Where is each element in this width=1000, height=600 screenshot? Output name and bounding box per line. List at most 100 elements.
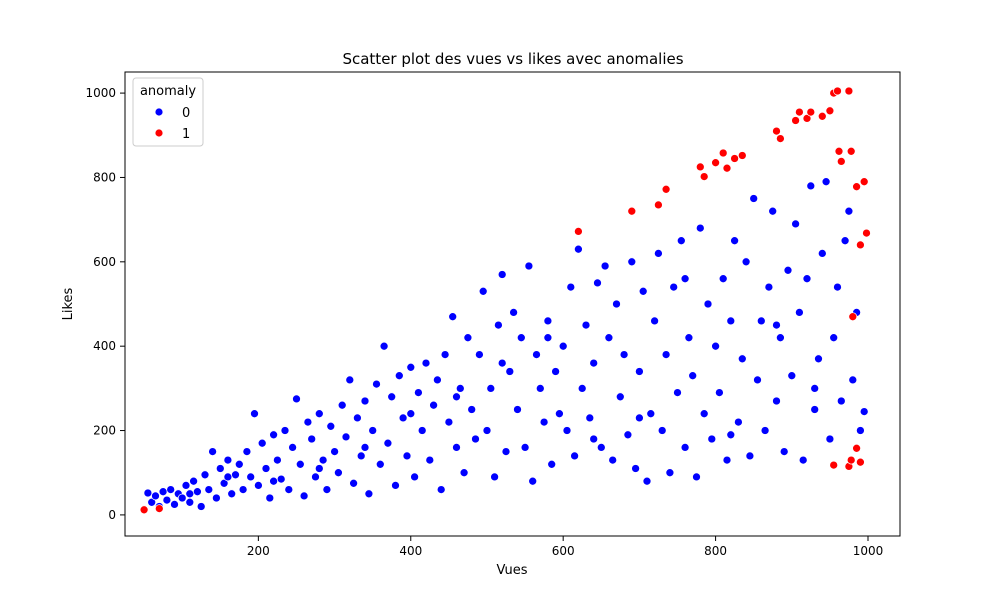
scatter-point-anomaly-0 <box>482 426 492 435</box>
scatter-point-anomaly-0 <box>749 194 759 203</box>
scatter-point-anomaly-0 <box>349 478 358 488</box>
scatter-point-anomaly-0 <box>436 485 446 494</box>
scatter-point-anomaly-0 <box>387 392 397 402</box>
scatter-point-anomaly-0 <box>334 468 343 478</box>
scatter-point-anomaly-1 <box>844 86 854 96</box>
scatter-point-anomaly-0 <box>299 491 309 501</box>
scatter-point-anomaly-0 <box>494 320 503 330</box>
scatter-point-anomaly-0 <box>497 270 507 279</box>
scatter-point-anomaly-0 <box>844 206 854 216</box>
scatter-point-anomaly-1 <box>574 227 583 236</box>
scatter-point-anomaly-0 <box>364 489 374 499</box>
scatter-point-anomaly-1 <box>627 206 637 216</box>
scatter-point-anomaly-0 <box>212 493 221 503</box>
scatter-point-anomaly-0 <box>646 409 656 419</box>
scatter-point-anomaly-0 <box>654 249 663 258</box>
scatter-point-anomaly-1 <box>856 457 865 467</box>
scatter-point-anomaly-0 <box>684 333 694 343</box>
scatter-point-anomaly-0 <box>414 388 423 397</box>
scatter-point-anomaly-0 <box>326 421 336 431</box>
scatter-point-anomaly-0 <box>257 438 267 448</box>
scatter-point-anomaly-0 <box>490 472 499 482</box>
scatter-point-anomaly-0 <box>269 430 278 440</box>
scatter-point-anomaly-0 <box>234 459 244 469</box>
scatter-point-anomaly-0 <box>810 384 820 393</box>
scatter-point-anomaly-1 <box>661 184 671 194</box>
scatter-point-anomaly-0 <box>261 464 271 473</box>
scatter-point-anomaly-0 <box>204 485 214 494</box>
scatter-point-anomaly-1 <box>730 154 739 163</box>
x-tick-label: 200 <box>247 544 270 558</box>
scatter-point-anomaly-0 <box>551 367 560 376</box>
scatter-point-anomaly-0 <box>322 485 332 494</box>
scatter-point-anomaly-0 <box>604 333 614 343</box>
scatter-point-anomaly-0 <box>166 485 176 494</box>
scatter-point-anomaly-0 <box>516 333 526 343</box>
scatter-point-anomaly-0 <box>410 472 419 482</box>
scatter-point-anomaly-1 <box>772 126 781 136</box>
x-axis-label: Vues <box>496 563 527 578</box>
scatter-point-anomaly-0 <box>318 455 328 465</box>
scatter-point-anomaly-0 <box>539 417 549 427</box>
scatter-point-anomaly-0 <box>593 278 602 288</box>
scatter-point-anomaly-0 <box>185 489 195 499</box>
scatter-point-anomaly-0 <box>543 316 553 326</box>
data-points <box>139 86 871 515</box>
scatter-point-anomaly-0 <box>311 472 320 482</box>
scatter-point-anomaly-0 <box>711 341 720 351</box>
scatter-point-anomaly-0 <box>269 476 278 486</box>
scatter-point-anomaly-0 <box>726 430 736 440</box>
scatter-point-anomaly-0 <box>772 320 781 330</box>
scatter-point-anomaly-0 <box>524 261 534 271</box>
scatter-point-anomaly-0 <box>448 312 458 322</box>
scatter-point-anomaly-0 <box>833 282 842 292</box>
scatter-point-anomaly-0 <box>250 409 259 419</box>
scatter-point-anomaly-1 <box>806 107 816 117</box>
scatter-point-anomaly-0 <box>680 274 690 284</box>
scatter-point-anomaly-0 <box>497 358 507 368</box>
scatter-point-anomaly-0 <box>848 375 858 385</box>
scatter-point-anomaly-0 <box>360 396 370 406</box>
scatter-point-anomaly-1 <box>695 162 705 172</box>
scatter-point-anomaly-0 <box>425 455 435 465</box>
scatter-point-anomaly-0 <box>383 438 393 448</box>
scatter-point-anomaly-0 <box>162 495 172 505</box>
scatter-point-anomaly-0 <box>619 350 629 359</box>
scatter-point-anomaly-0 <box>345 375 355 385</box>
scatter-point-anomaly-0 <box>589 358 599 368</box>
scatter-point-anomaly-0 <box>231 470 240 480</box>
scatter-point-anomaly-0 <box>707 434 717 444</box>
scatter-point-anomaly-0 <box>574 244 583 254</box>
scatter-point-anomaly-1 <box>825 106 835 116</box>
scatter-point-anomaly-0 <box>181 481 191 490</box>
legend-marker-1 <box>154 128 164 138</box>
scatter-point-anomaly-0 <box>669 282 679 292</box>
scatter-point-anomaly-0 <box>657 426 667 435</box>
legend-label-1: 1 <box>182 127 190 142</box>
scatter-point-anomaly-0 <box>795 308 804 317</box>
scatter-point-anomaly-0 <box>772 396 781 406</box>
scatter-point-anomaly-0 <box>734 417 743 427</box>
scatter-point-anomaly-1 <box>776 134 785 143</box>
scatter-point-anomaly-0 <box>189 476 198 486</box>
scatter-point-anomaly-0 <box>402 451 412 461</box>
y-tick-label: 800 <box>93 170 116 184</box>
scatter-point-anomaly-1 <box>711 158 720 168</box>
scatter-point-anomaly-0 <box>562 426 572 435</box>
scatter-point-anomaly-0 <box>676 236 686 246</box>
scatter-point-anomaly-0 <box>394 371 404 381</box>
y-tick-label: 0 <box>108 508 116 522</box>
scatter-point-anomaly-1 <box>846 455 856 465</box>
scatter-point-anomaly-0 <box>486 384 496 393</box>
scatter-point-anomaly-1 <box>654 200 663 210</box>
scatter-point-anomaly-0 <box>589 434 599 444</box>
scatter-point-anomaly-0 <box>695 223 705 233</box>
scatter-point-anomaly-0 <box>360 443 370 452</box>
scatter-point-anomaly-0 <box>368 426 378 435</box>
scatter-point-anomaly-0 <box>615 392 625 402</box>
scatter-point-anomaly-0 <box>208 447 217 456</box>
scatter-point-anomaly-0 <box>193 487 202 497</box>
scatter-point-anomaly-0 <box>341 432 351 442</box>
scatter-point-anomaly-0 <box>760 426 770 435</box>
scatter-point-anomaly-0 <box>353 413 362 423</box>
